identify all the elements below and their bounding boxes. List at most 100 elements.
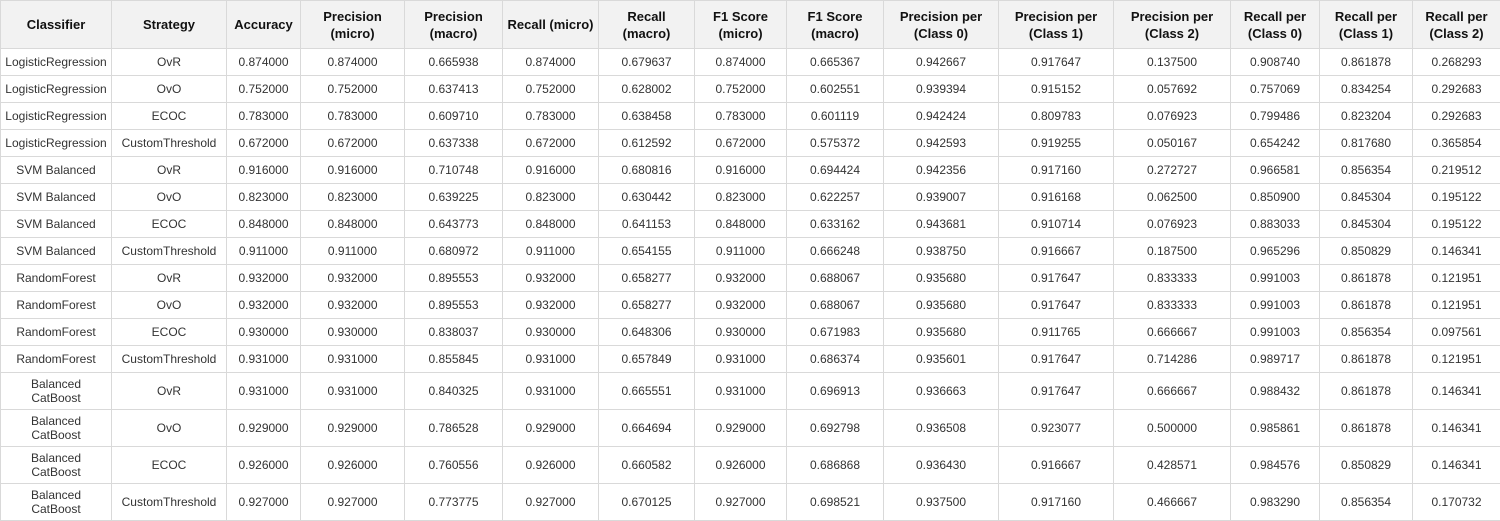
metric-cell: 0.637338 <box>405 130 503 157</box>
metric-cell: 0.883033 <box>1231 211 1320 238</box>
metric-cell: 0.654155 <box>599 238 695 265</box>
metric-cell: 0.664694 <box>599 410 695 447</box>
metric-cell: 0.932000 <box>301 265 405 292</box>
metric-cell: 0.848000 <box>503 211 599 238</box>
strategy-cell: OvO <box>112 184 227 211</box>
metric-cell: 0.856354 <box>1320 157 1413 184</box>
metric-cell: 0.833333 <box>1114 265 1231 292</box>
metric-cell: 0.783000 <box>301 103 405 130</box>
metric-cell: 0.938750 <box>884 238 999 265</box>
metric-cell: 0.187500 <box>1114 238 1231 265</box>
metric-cell: 0.874000 <box>301 49 405 76</box>
metric-cell: 0.927000 <box>503 484 599 521</box>
metric-cell: 0.935680 <box>884 292 999 319</box>
metric-cell: 0.688067 <box>787 265 884 292</box>
strategy-cell: OvR <box>112 373 227 410</box>
metric-cell: 0.916000 <box>301 157 405 184</box>
classifier-cell: RandomForest <box>1 346 112 373</box>
column-header: Precision per (Class 0) <box>884 1 999 49</box>
metric-cell: 0.838037 <box>405 319 503 346</box>
metric-cell: 0.834254 <box>1320 76 1413 103</box>
metric-cell: 0.219512 <box>1413 157 1500 184</box>
metric-cell: 0.710748 <box>405 157 503 184</box>
column-header: Precision per (Class 2) <box>1114 1 1231 49</box>
strategy-cell: CustomThreshold <box>112 130 227 157</box>
metric-cell: 0.931000 <box>301 346 405 373</box>
metric-cell: 0.609710 <box>405 103 503 130</box>
metric-cell: 0.783000 <box>695 103 787 130</box>
classifier-cell: SVM Balanced <box>1 238 112 265</box>
metric-cell: 0.850829 <box>1320 238 1413 265</box>
metric-cell: 0.076923 <box>1114 211 1231 238</box>
metric-cell: 0.641153 <box>599 211 695 238</box>
strategy-cell: ECOC <box>112 211 227 238</box>
strategy-cell: ECOC <box>112 319 227 346</box>
metric-cell: 0.931000 <box>503 346 599 373</box>
metric-cell: 0.137500 <box>1114 49 1231 76</box>
metric-cell: 0.911765 <box>999 319 1114 346</box>
metric-cell: 0.910714 <box>999 211 1114 238</box>
classifier-cell: LogisticRegression <box>1 49 112 76</box>
classifier-cell: Balanced CatBoost <box>1 484 112 521</box>
metric-cell: 0.365854 <box>1413 130 1500 157</box>
metric-cell: 0.942667 <box>884 49 999 76</box>
metric-cell: 0.911000 <box>301 238 405 265</box>
classifier-cell: RandomForest <box>1 319 112 346</box>
metric-cell: 0.840325 <box>405 373 503 410</box>
metric-cell: 0.680972 <box>405 238 503 265</box>
metric-cell: 0.670125 <box>599 484 695 521</box>
metric-cell: 0.930000 <box>301 319 405 346</box>
metric-cell: 0.817680 <box>1320 130 1413 157</box>
metric-cell: 0.672000 <box>503 130 599 157</box>
metric-cell: 0.146341 <box>1413 410 1500 447</box>
metric-cell: 0.658277 <box>599 292 695 319</box>
metric-cell: 0.935680 <box>884 265 999 292</box>
metric-cell: 0.919255 <box>999 130 1114 157</box>
metric-cell: 0.773775 <box>405 484 503 521</box>
metric-cell: 0.848000 <box>227 211 301 238</box>
strategy-cell: CustomThreshold <box>112 238 227 265</box>
metric-cell: 0.917647 <box>999 373 1114 410</box>
metric-cell: 0.861878 <box>1320 265 1413 292</box>
metric-cell: 0.932000 <box>695 265 787 292</box>
metric-cell: 0.146341 <box>1413 373 1500 410</box>
metric-cell: 0.926000 <box>695 447 787 484</box>
metric-cell: 0.638458 <box>599 103 695 130</box>
classifier-cell: LogisticRegression <box>1 130 112 157</box>
classifier-cell: Balanced CatBoost <box>1 410 112 447</box>
metric-cell: 0.643773 <box>405 211 503 238</box>
metric-cell: 0.930000 <box>695 319 787 346</box>
metric-cell: 0.292683 <box>1413 76 1500 103</box>
metric-cell: 0.686868 <box>787 447 884 484</box>
metric-cell: 0.752000 <box>695 76 787 103</box>
metric-cell: 0.628002 <box>599 76 695 103</box>
metric-cell: 0.874000 <box>695 49 787 76</box>
column-header: Recall (macro) <box>599 1 695 49</box>
metric-cell: 0.983290 <box>1231 484 1320 521</box>
metric-cell: 0.466667 <box>1114 484 1231 521</box>
metric-cell: 0.936430 <box>884 447 999 484</box>
classifier-cell: LogisticRegression <box>1 103 112 130</box>
classifier-cell: Balanced CatBoost <box>1 373 112 410</box>
metric-cell: 0.917647 <box>999 49 1114 76</box>
metric-cell: 0.658277 <box>599 265 695 292</box>
metric-cell: 0.845304 <box>1320 184 1413 211</box>
metric-cell: 0.861878 <box>1320 292 1413 319</box>
metric-cell: 0.966581 <box>1231 157 1320 184</box>
classifier-cell: RandomForest <box>1 265 112 292</box>
metric-cell: 0.916168 <box>999 184 1114 211</box>
metric-cell: 0.917647 <box>999 346 1114 373</box>
metric-cell: 0.861878 <box>1320 410 1413 447</box>
metric-cell: 0.927000 <box>301 484 405 521</box>
metric-cell: 0.679637 <box>599 49 695 76</box>
metric-cell: 0.856354 <box>1320 484 1413 521</box>
metric-cell: 0.935601 <box>884 346 999 373</box>
strategy-cell: OvO <box>112 292 227 319</box>
metric-cell: 0.917647 <box>999 292 1114 319</box>
